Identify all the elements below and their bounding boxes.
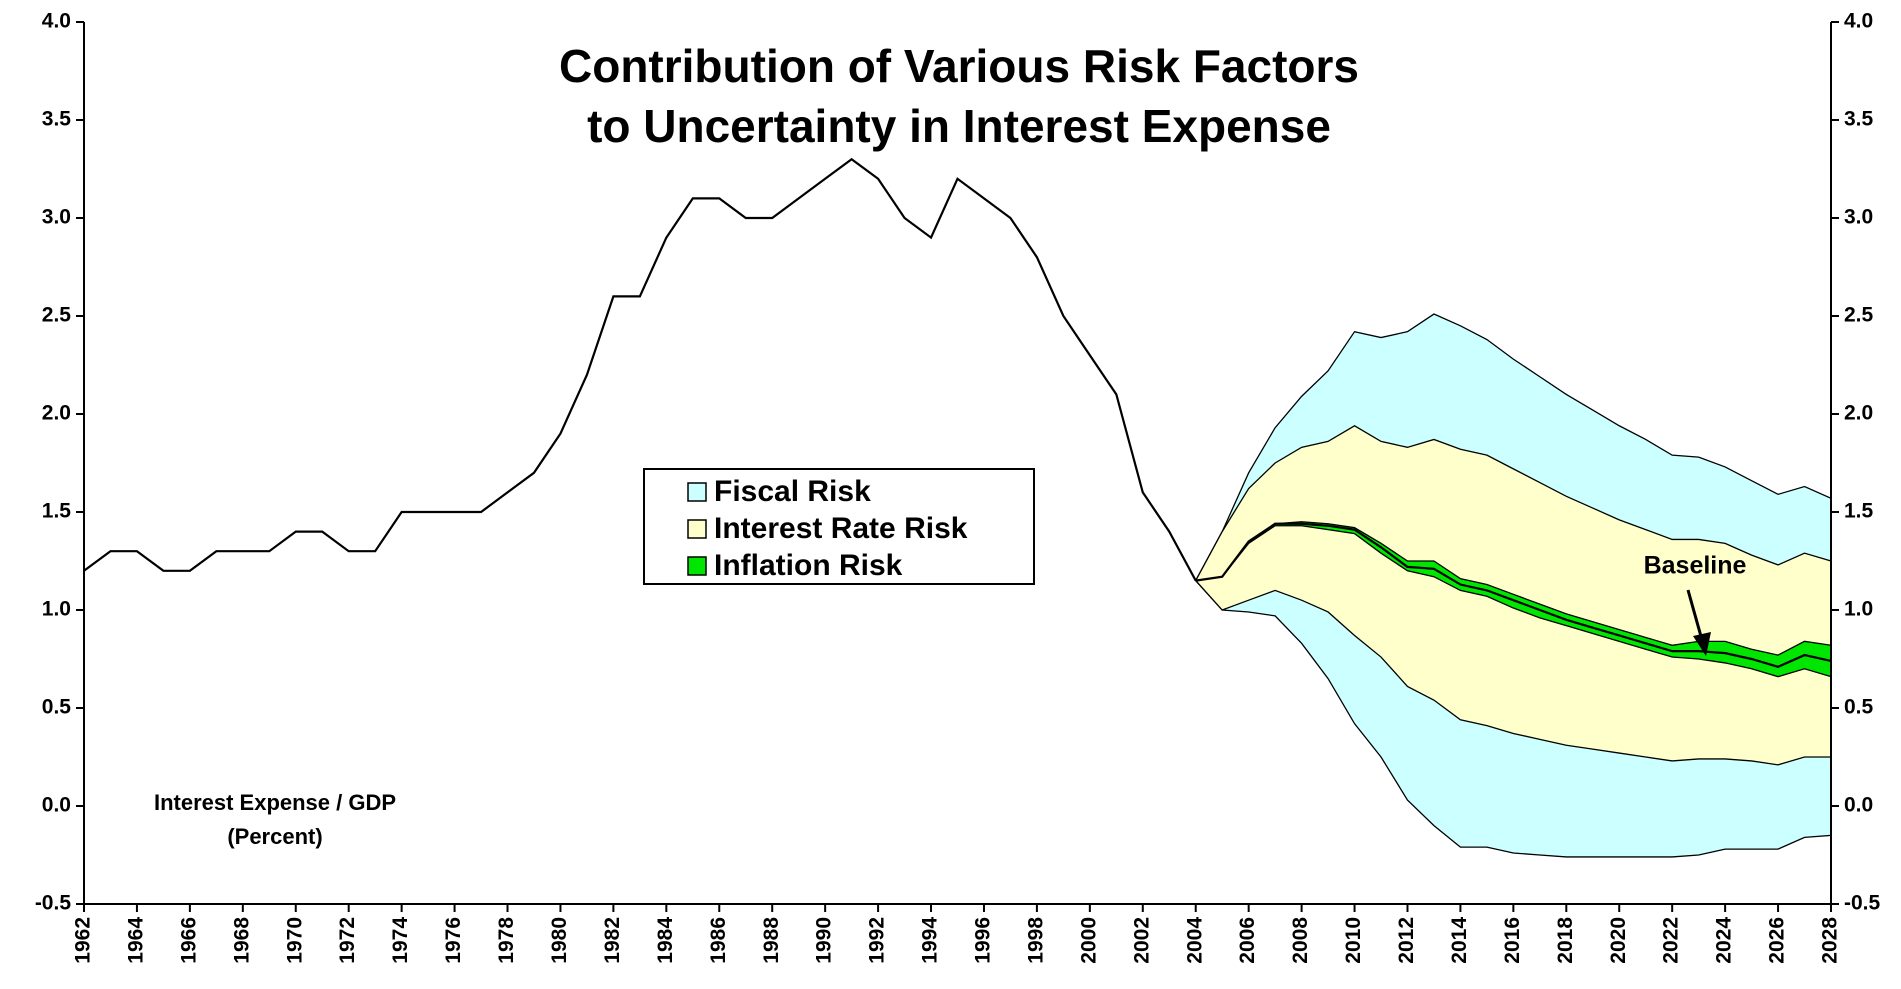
x-tick-label: 1988	[760, 917, 783, 964]
y2-tick-label: 3.5	[1844, 108, 1874, 131]
y-tick-label: -0.5	[35, 892, 72, 915]
y-tick-label: 0.5	[42, 696, 72, 719]
x-tick-label: 2014	[1448, 917, 1471, 964]
chart-title: Contribution of Various Risk Factors	[559, 40, 1359, 92]
baseline-line	[1195, 522, 1832, 669]
x-tick-label: 1964	[124, 917, 147, 964]
y-tick-label: 3.0	[42, 206, 71, 229]
x-tick-label: 1968	[230, 917, 253, 964]
x-tick-label: 1992	[866, 917, 889, 964]
legend: Fiscal Risk Interest Rate Risk Inflation R…	[643, 468, 1035, 585]
x-tick-label: 2016	[1501, 917, 1524, 964]
x-tick-label: 2006	[1236, 917, 1259, 964]
x-tick-label: 2010	[1342, 917, 1365, 964]
x-tick-label: 2022	[1660, 917, 1683, 964]
y-tick-label: 3.5	[42, 108, 72, 131]
y-tick-label: 1.5	[42, 500, 72, 523]
x-tick-label: 2020	[1607, 917, 1630, 964]
y-tick-label: 1.0	[42, 598, 71, 621]
x-tick-label: 1976	[442, 917, 465, 964]
x-tick-label: 1972	[336, 917, 359, 964]
x-tick-label: 2028	[1819, 917, 1842, 964]
x-tick-label: 2004	[1183, 917, 1206, 964]
y2-tick-label: 1.5	[1844, 500, 1874, 523]
x-tick-label: 1986	[707, 917, 730, 964]
legend-swatch	[687, 519, 707, 539]
y2-tick-label: 0.0	[1844, 794, 1873, 817]
x-tick-label: 1984	[654, 917, 677, 964]
x-tick-label: 2012	[1395, 917, 1418, 964]
y2-tick-label: -0.5	[1844, 892, 1881, 915]
x-tick-label: 2024	[1713, 917, 1736, 964]
history-line	[83, 157, 1197, 582]
y-tick-label: 2.5	[42, 304, 72, 327]
y2-tick-label: 4.0	[1844, 10, 1873, 33]
annotation-arrowhead	[1693, 632, 1711, 656]
x-tick-label: 2026	[1766, 917, 1789, 964]
legend-box	[643, 468, 1035, 585]
y-tick-label: 0.0	[42, 794, 71, 817]
legend-swatch	[687, 482, 707, 502]
legend-label: Fiscal Risk	[714, 475, 871, 508]
x-tick-label: 1962	[72, 917, 95, 964]
x-tick-label: 1982	[601, 917, 624, 964]
y2-tick-label: 2.0	[1844, 402, 1873, 425]
x-tick-label: 2018	[1554, 917, 1577, 964]
annotation-arrow	[1686, 589, 1704, 641]
y2-tick-label: 2.5	[1844, 304, 1874, 327]
y-tick-label: 2.0	[42, 402, 71, 425]
y2-tick-label: 0.5	[1844, 696, 1874, 719]
y2-tick-label: 1.0	[1844, 598, 1873, 621]
chart-title: to Uncertainty in Interest Expense	[587, 100, 1331, 152]
x-tick-label: 1996	[972, 917, 995, 964]
x-tick-label: 1990	[813, 917, 836, 964]
y-axis-note: Interest Expense / GDP	[154, 790, 396, 815]
x-tick-label: 1994	[919, 917, 942, 964]
annotation: Baseline	[1644, 552, 1747, 580]
legend-label: Inflation Risk	[714, 549, 903, 582]
x-tick-label: 1978	[495, 917, 518, 964]
x-tick-label: 2002	[1130, 917, 1153, 964]
x-tick-label: 1974	[389, 917, 412, 964]
x-tick-label: 1970	[283, 917, 306, 964]
x-tick-label: 1980	[548, 917, 571, 964]
legend-swatch	[687, 556, 707, 576]
x-tick-label: 2000	[1077, 917, 1100, 964]
y-tick-label: 4.0	[42, 10, 71, 33]
x-tick-label: 1998	[1024, 917, 1047, 964]
legend-label: Interest Rate Risk	[714, 512, 968, 545]
y-axis-note: (Percent)	[227, 824, 322, 849]
x-tick-label: 2008	[1289, 917, 1312, 964]
x-tick-label: 1966	[177, 917, 200, 964]
y2-tick-label: 3.0	[1844, 206, 1873, 229]
